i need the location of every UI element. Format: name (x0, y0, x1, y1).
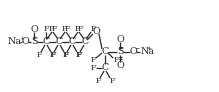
Text: F: F (36, 51, 42, 59)
Text: F: F (109, 77, 115, 85)
Text: F: F (90, 56, 96, 64)
Text: O: O (116, 34, 124, 44)
Text: C: C (81, 38, 89, 46)
Text: Na: Na (141, 47, 155, 56)
Text: F: F (61, 25, 67, 33)
Text: F: F (77, 25, 83, 33)
Text: F: F (48, 25, 54, 33)
Text: C: C (101, 47, 109, 56)
Text: −: − (134, 46, 140, 51)
Text: S: S (31, 38, 37, 46)
Text: F: F (113, 56, 119, 64)
Text: F: F (43, 25, 49, 33)
Text: F: F (50, 51, 56, 59)
Text: F: F (75, 51, 81, 59)
Text: F: F (76, 51, 82, 59)
Text: F: F (74, 25, 80, 33)
Text: O: O (116, 61, 124, 69)
Text: F: F (64, 25, 70, 33)
Text: F: F (49, 51, 55, 59)
Text: F: F (95, 77, 101, 85)
Text: F: F (90, 64, 96, 72)
Text: O: O (129, 47, 137, 56)
Text: O: O (92, 26, 100, 36)
Text: S: S (117, 47, 123, 56)
Text: F: F (62, 51, 68, 59)
Text: C: C (42, 38, 50, 46)
Text: O: O (30, 24, 38, 33)
Text: +: + (19, 37, 24, 41)
Text: Na: Na (8, 38, 22, 46)
Text: C: C (55, 38, 63, 46)
Text: C: C (101, 63, 109, 72)
Text: C: C (68, 38, 76, 46)
Text: +: + (146, 46, 152, 51)
Text: F: F (63, 51, 69, 59)
Text: F: F (51, 25, 57, 33)
Text: F: F (90, 25, 96, 33)
Text: O: O (21, 38, 29, 46)
